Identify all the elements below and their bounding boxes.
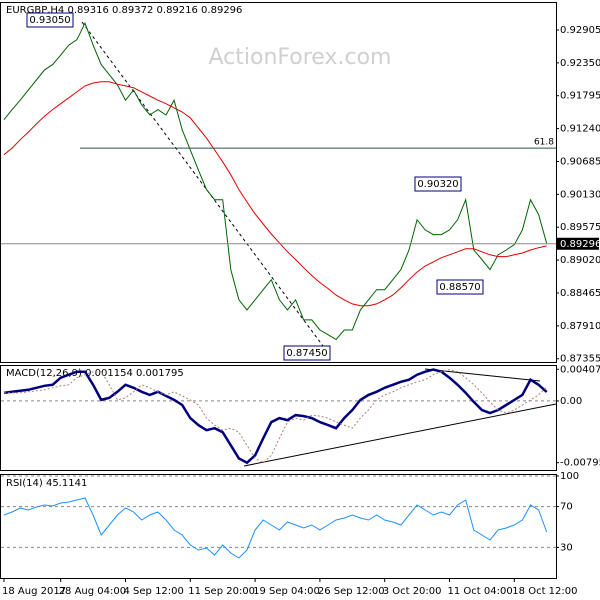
annotation-box [436,279,484,295]
annotation: 0.90320 [417,179,458,190]
y-tick-label: 0.91795 [560,91,600,102]
x-tick-label: 3 Oct 20:00 [383,586,442,597]
x-tick-label: 18 Aug 2017 [2,586,66,597]
last-price-label: 0.89296 [560,239,600,250]
y-tick-label: 0.89575 [560,222,600,233]
watermark: ActionForex.com [209,45,392,70]
series-line [3,81,547,307]
fib-label: 61.8 [534,138,554,148]
x-tick-label: 11 Sep 20:00 [188,586,255,597]
y-tick-label: 30 [560,542,573,553]
chart-title: EURGBP,H4 0.89316 0.89372 0.89216 0.8929… [6,5,242,16]
trend-line [243,403,557,467]
annotation-box [26,12,74,28]
y-tick-label: 0.88465 [560,288,600,299]
y-tick-label: 0.87355 [560,354,600,365]
rsi-panel [0,474,557,579]
macd-title: MACD(12,26,9) 0.001154 0.001795 [6,368,184,379]
y-tick-label: 0.90130 [560,189,600,200]
annotation: 0.87450 [286,348,327,359]
x-tick-label: 4 Sep 12:00 [124,586,184,597]
y-tick-label: 0.004076 [560,364,600,375]
y-tick-label: 0.92905 [560,25,600,36]
annotation-box [414,176,462,192]
y-tick-label: 0.90685 [560,156,600,167]
y-tick-label: 0.87910 [560,321,600,332]
series-line [4,369,548,464]
series-line [3,497,548,559]
annotation: 0.93050 [29,15,70,26]
y-tick-label: 0.92350 [560,58,600,69]
x-tick-label: 11 Oct 04:00 [448,586,513,597]
rsi-title: RSI(14) 45.1141 [6,478,87,489]
y-tick-label: 70 [560,502,573,513]
x-tick-label: 26 Sep 12:00 [318,586,385,597]
macd-panel [0,365,557,471]
y-tick-label: 0.89020 [560,255,600,266]
y-tick-label: -0.007956 [560,458,600,469]
trend-line [81,21,327,351]
annotation-box [283,345,331,361]
y-tick-label: 0.91240 [560,124,600,135]
y-tick-label: 0.00 [560,396,582,407]
y-tick-label: 100 [560,471,579,482]
last-price-box [557,237,599,250]
x-tick-label: 28 Aug 04:00 [59,586,126,597]
series-line [3,21,548,341]
x-tick-label: 19 Sep 04:00 [253,586,320,597]
annotation: 0.88570 [439,282,480,293]
series-line [3,368,548,465]
price-panel [0,2,557,363]
x-tick-label: 18 Oct 12:00 [512,586,577,597]
